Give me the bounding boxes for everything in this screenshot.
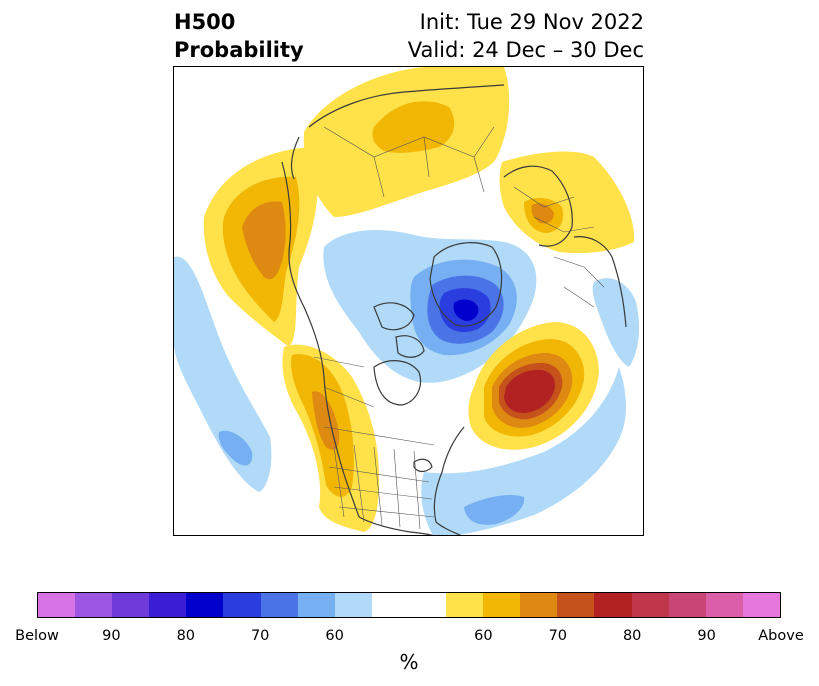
eurasia-below-region [592,278,640,367]
plot-title-left: H500 Probability [174,8,304,64]
colorbar-segment [260,593,298,617]
colorbar-tick-label: 60 [325,628,344,644]
colorbar-tick-label: Above [758,628,804,644]
coastlines [281,84,627,535]
colorbar-segment [483,593,521,617]
siberia-ridge-65 [372,101,455,153]
pacific-below-core [218,430,253,466]
colorbar-tick-label: 80 [622,628,642,644]
plot-title-right: Init: Tue 29 Nov 2022 Valid: 24 Dec – 30… [408,8,644,64]
colorbar-segment [334,593,372,617]
colorbar-segment [223,593,261,617]
field-name: H500 [174,10,236,34]
colorbar [37,592,781,618]
atlantic-below-core [464,495,525,525]
colorbar-segment [38,593,76,617]
colorbar-segment [668,593,706,617]
colorbar-segment [75,593,113,617]
colorbar-unit: % [399,650,419,674]
colorbar-tick-label: 90 [102,628,121,644]
colorbar-segment [186,593,224,617]
colorbar-tick-label: Below [15,628,59,644]
colorbar-segment [371,593,409,617]
colorbar-segment [705,593,743,617]
colorbar-segment [408,593,447,617]
colorbar-segment [297,593,335,617]
colorbar-tick-label: 90 [697,628,716,644]
colorbar-segment [594,593,632,617]
colorbar-segment [631,593,669,617]
west-na-ridge-70 [312,391,340,450]
colorbar-tick-label: 80 [176,628,196,644]
colorbar-segment [742,593,780,617]
valid-range: Valid: 24 Dec – 30 Dec [407,38,644,62]
map-panel [173,66,644,536]
pacific-below-region [174,256,272,492]
colorbar-segment [520,593,558,617]
alaska-ridge-70 [242,201,286,280]
colorbar-segment [112,593,150,617]
colorbar-segment [557,593,595,617]
probability-map [174,67,640,535]
colorbar-tick-label: 60 [474,628,493,644]
colorbar-tick-label: 70 [250,628,270,644]
arctic-trough-90 [453,299,479,321]
atlantic-ridge-80 [504,369,555,414]
borders [313,126,605,530]
colorbar-tick-label: 70 [548,628,568,644]
atlantic-below-arc [421,367,626,535]
field-type: Probability [174,38,304,62]
colorbar-segment [446,593,484,617]
init-time: Init: Tue 29 Nov 2022 [419,10,644,34]
scandinavia-ridge-60 [499,151,635,254]
colorbar-segment [149,593,187,617]
